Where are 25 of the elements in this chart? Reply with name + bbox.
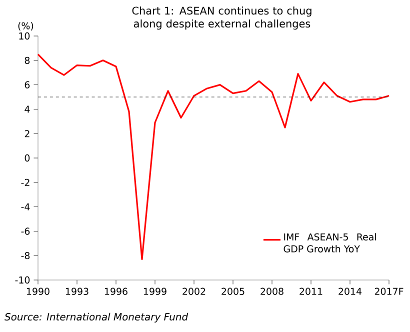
x-tick-label: 2017F — [374, 288, 404, 295]
chart-title: Chart 1: ASEAN continues to chug along despite external challenges — [132, 6, 312, 30]
y-tick-label: 8 — [24, 56, 30, 64]
text: Source: International Monetary Fund — [4, 312, 188, 322]
y-tick-label: 4 — [24, 106, 30, 113]
x-tick-label: 1993 — [66, 288, 88, 295]
y-tick-label: 0 — [24, 154, 30, 162]
y-tick-label: 2 — [24, 130, 30, 138]
y-tick-label: -8 — [21, 252, 30, 260]
y-tick-label: 10 — [19, 32, 30, 40]
x-tick-label: 2011 — [300, 288, 322, 295]
y-axis-title: (%) — [18, 22, 34, 30]
y-tick-label: -2 — [21, 178, 30, 186]
y-tick-label: -10 — [15, 276, 30, 284]
x-tick-label: 1999 — [144, 288, 166, 295]
y-tick-label: -4 — [21, 203, 30, 210]
x-tick-label: 1990 — [27, 288, 50, 295]
x-tick-label: 2014 — [338, 288, 362, 295]
legend-label: IMF ASEAN-5 Real GDP Growth YoY — [284, 233, 376, 252]
y-tick-label: -6 — [21, 228, 30, 235]
x-tick-label: 2002 — [182, 288, 206, 295]
y-tick-label: 6 — [24, 81, 30, 88]
x-tick-label: 1996 — [105, 288, 128, 295]
x-tick-label: 2005 — [222, 288, 244, 295]
x-tick-label: 2008 — [260, 288, 284, 295]
